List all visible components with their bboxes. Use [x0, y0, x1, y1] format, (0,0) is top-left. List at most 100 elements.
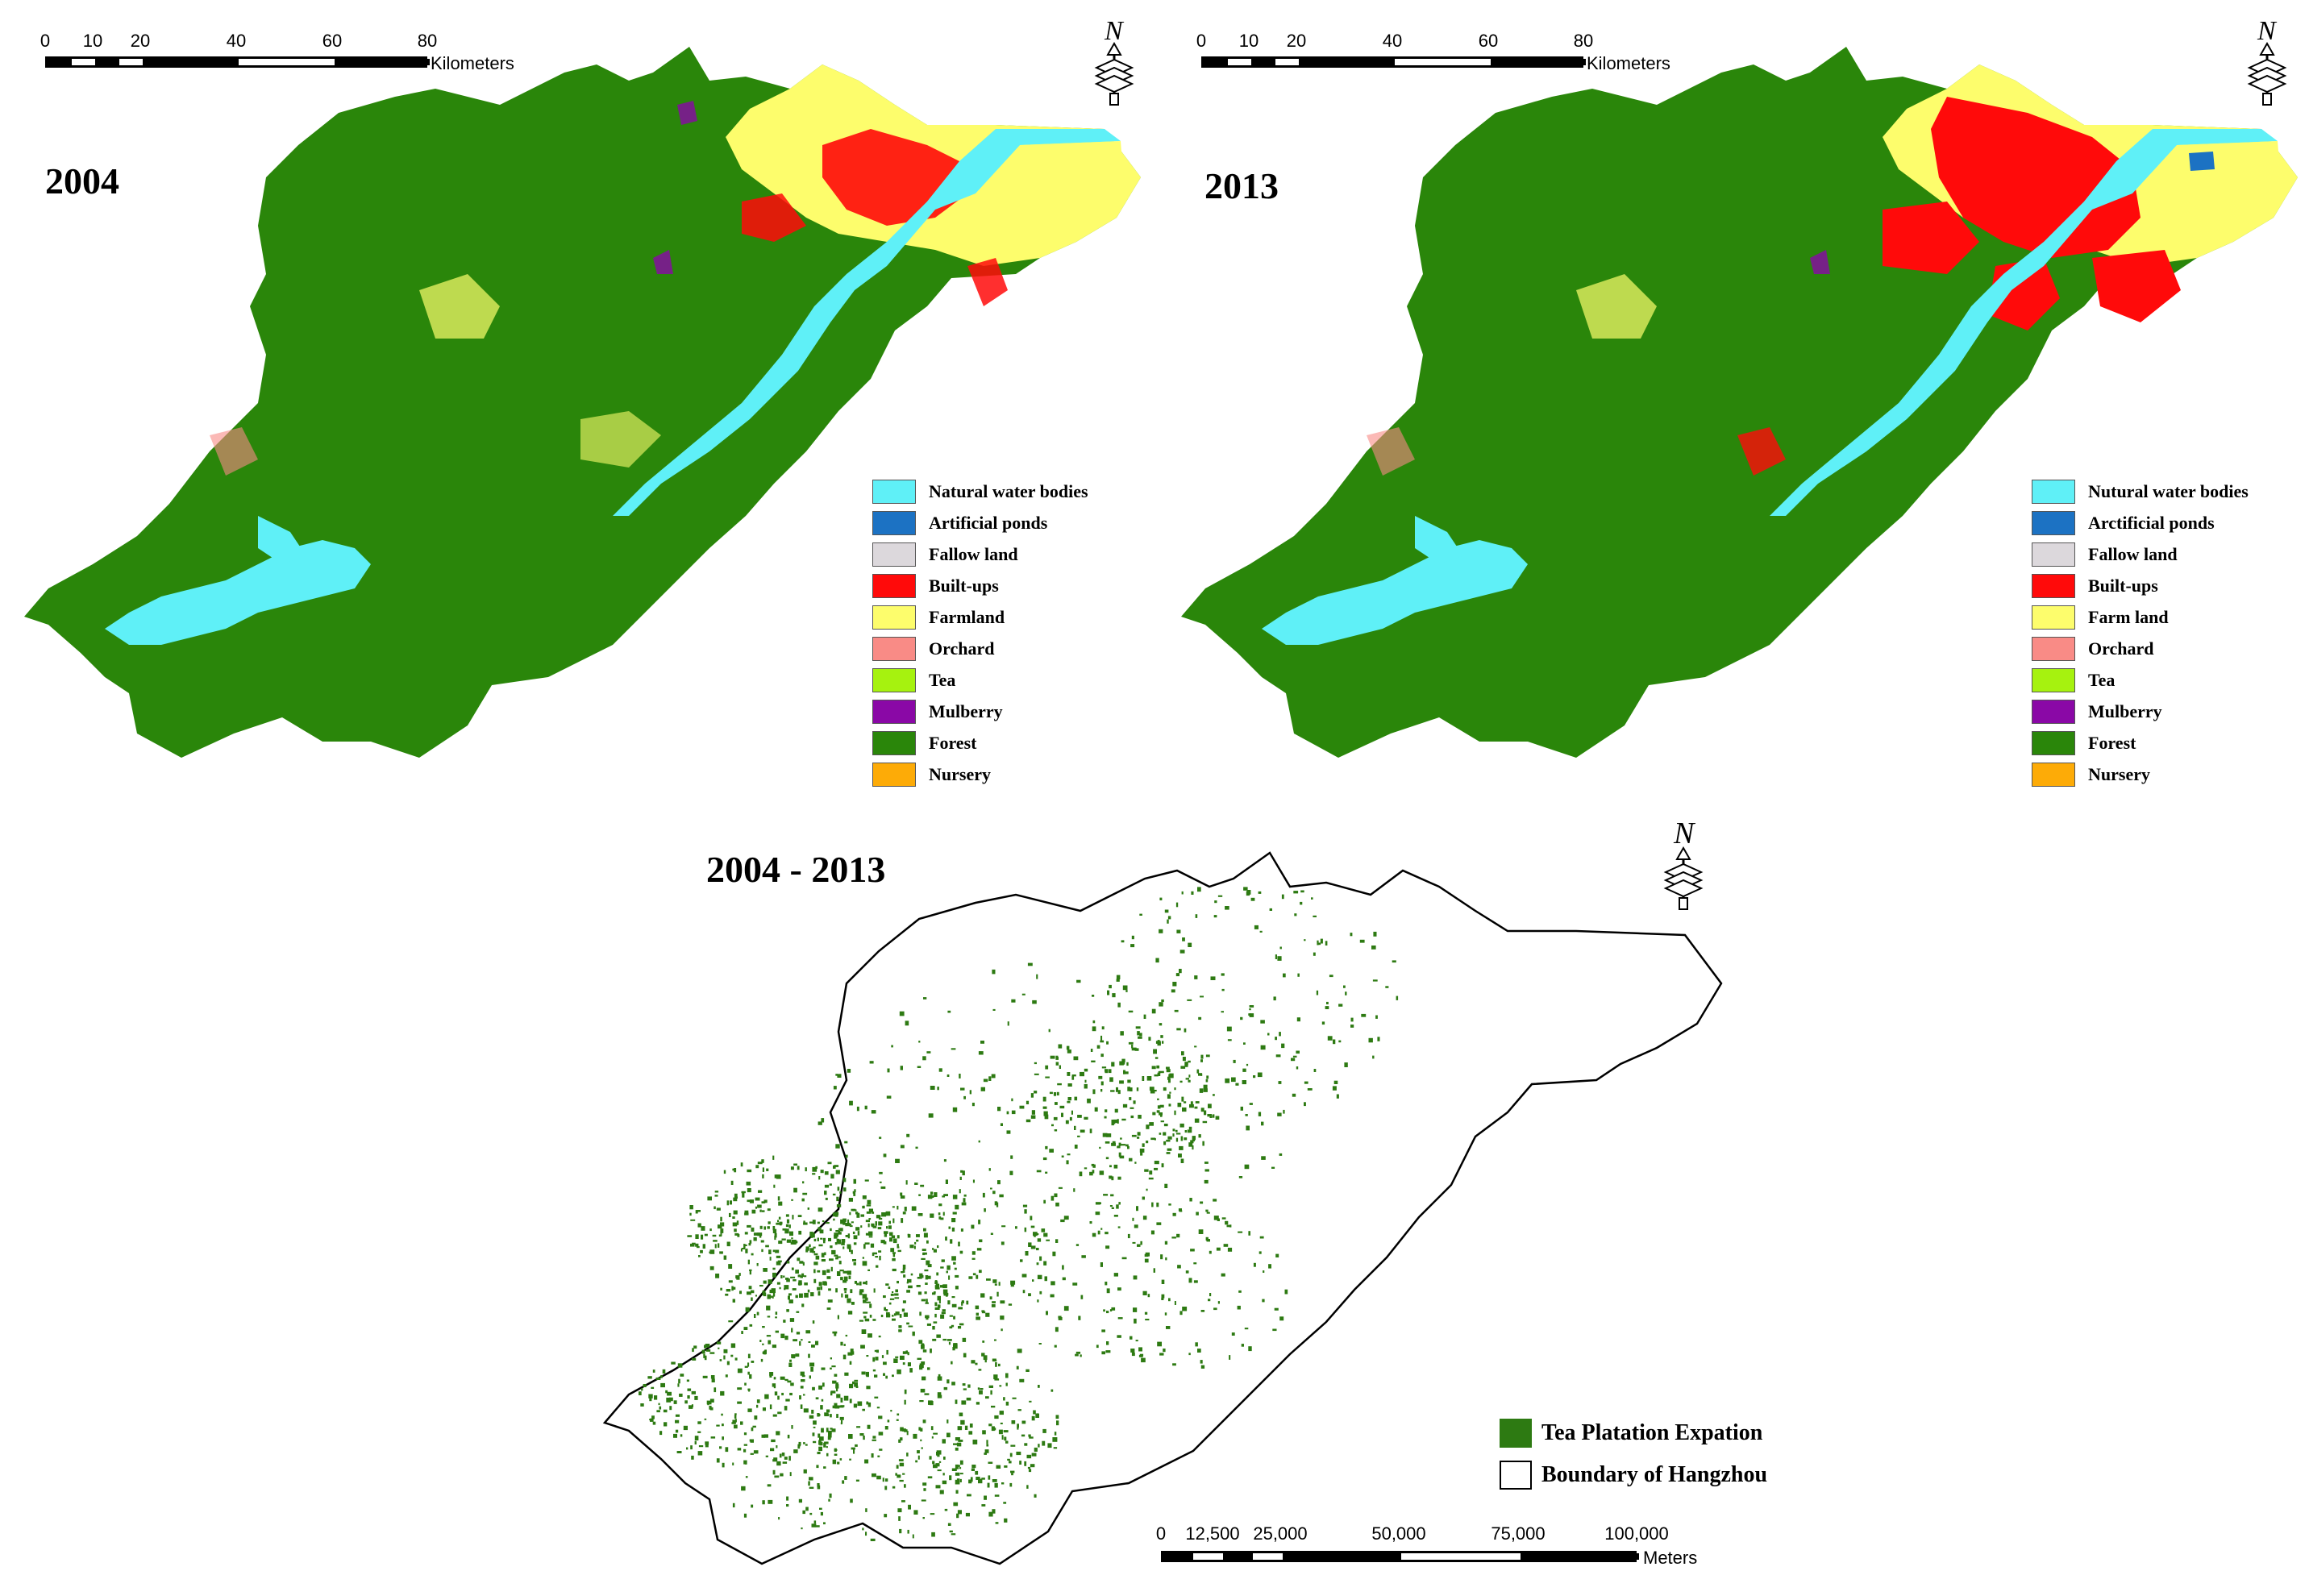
- legend-label: Forest: [929, 732, 977, 753]
- legend-label: Artificial ponds: [929, 512, 1048, 533]
- legend-swatch: [872, 605, 916, 630]
- legend-item: Mulberry: [872, 696, 1088, 727]
- legend-item: Nursery: [872, 759, 1088, 790]
- scale-tick: 80: [1573, 31, 1594, 51]
- hangzhou-boundary: [602, 851, 1723, 1565]
- legend-label: Forest: [2088, 732, 2136, 753]
- north-arrow-2013: N: [2243, 16, 2291, 106]
- north-label: N: [1105, 16, 1123, 46]
- scale-tick: 10: [1238, 31, 1259, 51]
- north-arrow-change: N: [1659, 816, 1708, 912]
- legend-label: Tea: [929, 669, 956, 690]
- legend-item: Farmland: [872, 601, 1088, 633]
- scale-tick: 50,000: [1371, 1523, 1426, 1544]
- legend-swatch: [872, 510, 916, 535]
- legend-label: Arctificial ponds: [2088, 512, 2215, 533]
- legend-swatch: [872, 730, 916, 755]
- boundary-swatch: [1500, 1461, 1532, 1490]
- scale-tick: 10: [82, 31, 103, 51]
- legend-swatch: [2032, 605, 2075, 630]
- legend-label: Nursery: [929, 763, 991, 784]
- scale-tick: 0: [1196, 31, 1207, 51]
- scale-tick: 20: [130, 31, 151, 51]
- scale-bar-change: 0 12,500 25,000 50,000 75,000 100,000 Me…: [1156, 1523, 1725, 1580]
- legend-swatch: [872, 542, 916, 567]
- land-use-map-2013: [1181, 47, 2298, 758]
- legend-swatch: [2032, 762, 2075, 787]
- legend-label: Orchard: [929, 638, 995, 659]
- scale-tick: 60: [322, 31, 343, 51]
- legend-label: Boundary of Hangzhou: [1541, 1462, 1768, 1487]
- legend-swatch: [2032, 730, 2075, 755]
- legend-item: Built-ups: [2032, 570, 2249, 601]
- land-use-map-2004: [24, 47, 1141, 758]
- legend-swatch: [2032, 542, 2075, 567]
- legend-item: Orchard: [2032, 633, 2249, 664]
- legend-label: Farmland: [929, 606, 1005, 627]
- tea-expansion-swatch: [1500, 1419, 1532, 1448]
- scale-tick: 60: [1478, 31, 1499, 51]
- scale-bar-graphic: [1161, 1551, 1639, 1562]
- scale-bar-graphic: [45, 56, 430, 68]
- north-arrow-icon: [1663, 846, 1704, 910]
- scale-unit: Meters: [1643, 1548, 1698, 1568]
- legend-item: Fallow land: [872, 538, 1088, 570]
- legend-label: Mulberry: [2088, 700, 2162, 721]
- scale-tick: 75,000: [1491, 1523, 1546, 1544]
- north-label: N: [2257, 16, 2276, 46]
- scale-tick: 80: [417, 31, 438, 51]
- legend-label: Nursery: [2088, 763, 2150, 784]
- legend-label: Built-ups: [929, 575, 999, 596]
- legend-change: Tea Platation Expation Boundary of Hangz…: [1500, 1412, 1767, 1496]
- legend-swatch: [2032, 667, 2075, 692]
- legend-item: Forest: [872, 727, 1088, 759]
- tea-expansion-map: [602, 851, 1723, 1565]
- legend-swatch: [872, 699, 916, 724]
- legend-item: Tea: [2032, 664, 2249, 696]
- legend-item: Nursery: [2032, 759, 2249, 790]
- legend-swatch: [2032, 510, 2075, 535]
- legend-2013: Nutural water bodies Arctificial ponds F…: [2032, 476, 2249, 790]
- year-label-2004: 2004: [45, 160, 119, 202]
- legend-swatch: [2032, 699, 2075, 724]
- scale-unit: Kilometers: [1587, 53, 1670, 73]
- scale-tick: 20: [1286, 31, 1307, 51]
- scale-tick: 100,000: [1604, 1523, 1669, 1544]
- legend-label: Nutural water bodies: [2088, 480, 2249, 501]
- legend-item: Tea Platation Expation: [1500, 1412, 1767, 1454]
- scale-tick: 40: [1382, 31, 1403, 51]
- legend-item: Orchard: [872, 633, 1088, 664]
- legend-label: Farm land: [2088, 606, 2169, 627]
- scale-bar-graphic: [1201, 56, 1586, 68]
- year-label-2013: 2013: [1204, 165, 1279, 206]
- legend-swatch: [872, 762, 916, 787]
- scale-tick: 0: [40, 31, 51, 51]
- period-label: 2004 - 2013: [706, 849, 886, 890]
- legend-item: Arctificial ponds: [2032, 507, 2249, 538]
- scale-tick: 0: [1155, 1523, 1167, 1544]
- legend-swatch: [872, 636, 916, 661]
- legend-item: Fallow land: [2032, 538, 2249, 570]
- legend-swatch: [872, 667, 916, 692]
- legend-item: Natural water bodies: [872, 476, 1088, 507]
- legend-item: Forest: [2032, 727, 2249, 759]
- legend-item: Built-ups: [872, 570, 1088, 601]
- legend-label: Orchard: [2088, 638, 2154, 659]
- legend-label: Tea: [2088, 669, 2116, 690]
- legend-item: Mulberry: [2032, 696, 2249, 727]
- legend-item: Farm land: [2032, 601, 2249, 633]
- legend-2004: Natural water bodies Artificial ponds Fa…: [872, 476, 1088, 790]
- legend-swatch: [872, 479, 916, 504]
- scale-bar-2004: 0 10 20 40 60 80 Kilometers: [40, 31, 529, 79]
- legend-swatch: [2032, 636, 2075, 661]
- legend-label: Tea Platation Expation: [1541, 1420, 1763, 1445]
- north-arrow-icon: [2247, 41, 2287, 106]
- legend-item: Tea: [872, 664, 1088, 696]
- legend-label: Natural water bodies: [929, 480, 1088, 501]
- north-arrow-2004: N: [1090, 16, 1138, 106]
- scale-tick: 25,000: [1253, 1523, 1308, 1544]
- legend-label: Fallow land: [929, 543, 1018, 564]
- legend-item: Boundary of Hangzhou: [1500, 1454, 1767, 1496]
- legend-item: Artificial ponds: [872, 507, 1088, 538]
- legend-label: Mulberry: [929, 700, 1003, 721]
